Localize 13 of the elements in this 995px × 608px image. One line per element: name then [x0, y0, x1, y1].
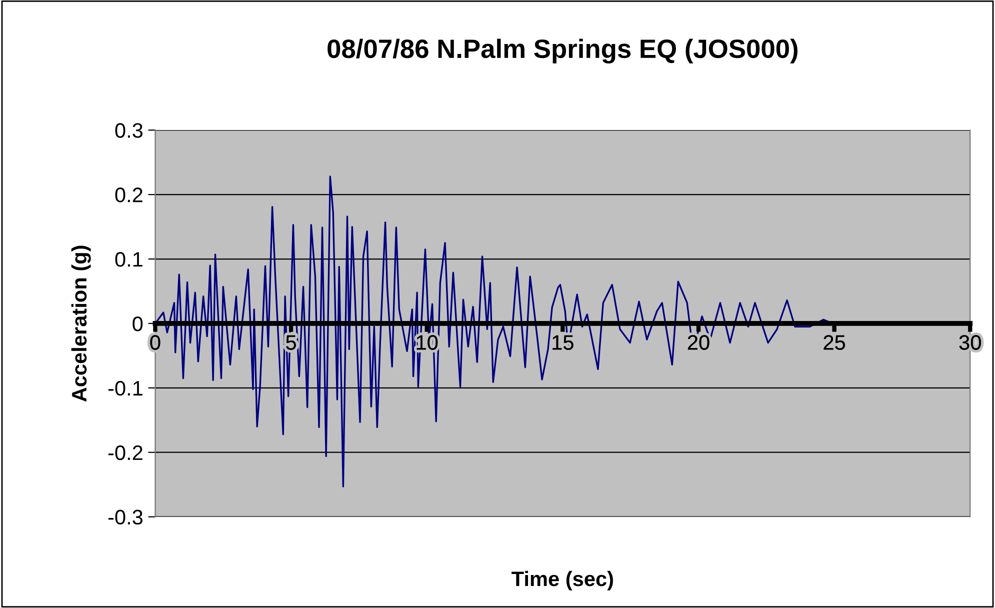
x-tick-label: 0: [150, 335, 160, 350]
y-tick-label: 0.2: [115, 188, 142, 202]
y-tick-label: 0.3: [115, 123, 142, 138]
y-tick-label: 0.1: [115, 252, 142, 267]
chart-title: 08/07/86 N.Palm Springs EQ (JOS000): [328, 38, 798, 64]
y-tick-label: 0: [132, 316, 143, 332]
y-tick-label: -0.2: [108, 445, 142, 460]
x-tick-label: 30: [959, 335, 981, 350]
x-axis-title: Time (sec): [512, 570, 613, 590]
y-axis-title: Acceleration (g): [71, 246, 91, 402]
x-tick-label: 25: [824, 335, 846, 350]
y-tick-label: -0.1: [108, 380, 142, 396]
y-tick-label: -0.3: [108, 510, 142, 525]
